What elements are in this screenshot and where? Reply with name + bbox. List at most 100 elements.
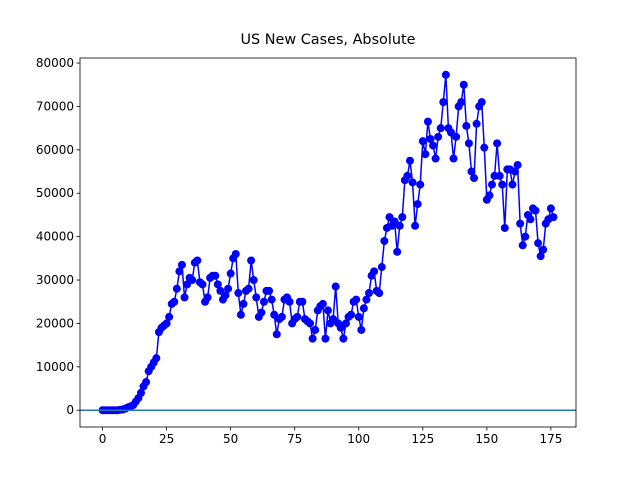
point: [162, 319, 171, 328]
point: [165, 312, 174, 321]
point: [495, 171, 504, 180]
point: [546, 204, 555, 213]
x-tick-label: 0: [99, 432, 107, 446]
point: [439, 98, 448, 107]
point: [193, 256, 202, 265]
point: [380, 236, 389, 245]
point: [375, 289, 384, 298]
x-tick-label: 25: [159, 432, 174, 446]
point: [423, 117, 432, 126]
y-tick-label: 40000: [36, 230, 74, 244]
y-tick-label: 60000: [36, 143, 74, 157]
point: [142, 378, 151, 387]
point: [226, 269, 235, 278]
x-tick-label: 75: [287, 432, 302, 446]
y-tick-label: 50000: [36, 186, 74, 200]
point: [265, 286, 274, 295]
point: [306, 319, 315, 328]
point: [188, 276, 197, 285]
point: [357, 325, 366, 334]
point: [459, 80, 468, 89]
point: [177, 260, 186, 269]
y-tick-label: 0: [66, 403, 74, 417]
point: [408, 178, 417, 187]
y-tick-label: 10000: [36, 360, 74, 374]
point: [480, 143, 489, 152]
point: [331, 282, 340, 291]
point: [536, 252, 545, 261]
x-tick-label: 50: [223, 432, 238, 446]
point: [526, 215, 535, 224]
x-tick-label: 125: [411, 432, 434, 446]
point: [298, 297, 307, 306]
point: [364, 289, 373, 298]
point: [393, 247, 402, 256]
point: [257, 308, 266, 317]
point: [531, 206, 540, 215]
point: [549, 213, 558, 222]
y-tick-label: 80000: [36, 56, 74, 70]
y-tick-label: 70000: [36, 99, 74, 113]
point: [311, 325, 320, 334]
point: [377, 263, 386, 272]
point: [249, 276, 258, 285]
point: [418, 137, 427, 146]
point: [152, 354, 161, 363]
point: [221, 291, 230, 300]
point: [426, 134, 435, 143]
point: [416, 180, 425, 189]
point: [180, 293, 189, 302]
point: [172, 284, 181, 293]
point: [136, 388, 145, 397]
point: [341, 319, 350, 328]
point: [247, 256, 256, 265]
point: [411, 221, 420, 230]
point: [272, 330, 281, 339]
y-tick-label: 20000: [36, 316, 74, 330]
point: [252, 293, 261, 302]
point: [434, 132, 443, 141]
point: [170, 297, 179, 306]
point: [321, 334, 330, 343]
point: [231, 250, 240, 259]
point: [441, 70, 450, 79]
point: [277, 312, 286, 321]
point: [308, 334, 317, 343]
point: [359, 304, 368, 313]
point: [395, 221, 404, 230]
point: [493, 139, 502, 148]
point: [318, 299, 327, 308]
x-tick-label: 100: [347, 432, 370, 446]
point: [518, 241, 527, 250]
point: [513, 161, 522, 170]
point: [516, 219, 525, 228]
point: [352, 295, 361, 304]
point: [236, 310, 245, 319]
point: [403, 171, 412, 180]
point: [413, 200, 422, 209]
point: [213, 280, 222, 289]
point: [511, 167, 520, 176]
point: [500, 223, 509, 232]
x-tick-label: 175: [539, 432, 562, 446]
point: [431, 154, 440, 163]
point: [211, 271, 220, 280]
point: [203, 293, 212, 302]
point: [429, 141, 438, 150]
point: [467, 167, 476, 176]
point: [293, 312, 302, 321]
point: [485, 191, 494, 200]
point: [464, 139, 473, 148]
point: [521, 232, 530, 241]
point: [224, 284, 233, 293]
point: [470, 174, 479, 183]
point: [452, 132, 461, 141]
point: [175, 267, 184, 276]
point: [462, 121, 471, 130]
point: [449, 154, 458, 163]
point: [477, 98, 486, 107]
point: [324, 306, 332, 315]
point: [234, 289, 243, 298]
